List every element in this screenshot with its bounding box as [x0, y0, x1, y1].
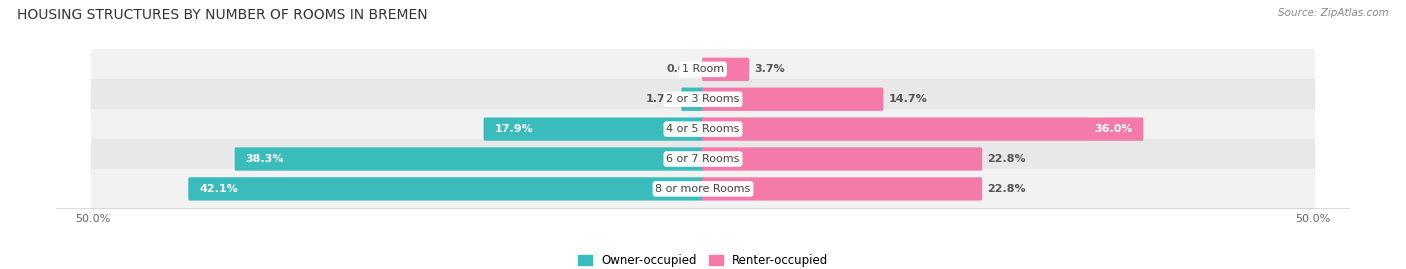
- FancyBboxPatch shape: [91, 109, 1315, 149]
- FancyBboxPatch shape: [702, 118, 1143, 141]
- Text: Source: ZipAtlas.com: Source: ZipAtlas.com: [1278, 8, 1389, 18]
- Text: 1.7%: 1.7%: [645, 94, 676, 104]
- Text: 3.7%: 3.7%: [754, 64, 785, 74]
- FancyBboxPatch shape: [702, 147, 983, 171]
- FancyBboxPatch shape: [235, 147, 704, 171]
- Text: 14.7%: 14.7%: [889, 94, 927, 104]
- Text: 22.8%: 22.8%: [987, 154, 1026, 164]
- Text: 42.1%: 42.1%: [200, 184, 238, 194]
- FancyBboxPatch shape: [91, 169, 1315, 209]
- FancyBboxPatch shape: [682, 88, 704, 111]
- Text: 22.8%: 22.8%: [987, 184, 1026, 194]
- Text: 1 Room: 1 Room: [682, 64, 724, 74]
- FancyBboxPatch shape: [702, 58, 749, 81]
- Text: 8 or more Rooms: 8 or more Rooms: [655, 184, 751, 194]
- Text: 38.3%: 38.3%: [246, 154, 284, 164]
- FancyBboxPatch shape: [91, 79, 1315, 119]
- FancyBboxPatch shape: [188, 177, 704, 201]
- FancyBboxPatch shape: [702, 177, 983, 201]
- FancyBboxPatch shape: [702, 88, 883, 111]
- Text: 2 or 3 Rooms: 2 or 3 Rooms: [666, 94, 740, 104]
- FancyBboxPatch shape: [484, 118, 704, 141]
- Legend: Owner-occupied, Renter-occupied: Owner-occupied, Renter-occupied: [572, 249, 834, 269]
- FancyBboxPatch shape: [91, 49, 1315, 90]
- Text: 4 or 5 Rooms: 4 or 5 Rooms: [666, 124, 740, 134]
- Text: 17.9%: 17.9%: [495, 124, 533, 134]
- Text: 6 or 7 Rooms: 6 or 7 Rooms: [666, 154, 740, 164]
- Text: HOUSING STRUCTURES BY NUMBER OF ROOMS IN BREMEN: HOUSING STRUCTURES BY NUMBER OF ROOMS IN…: [17, 8, 427, 22]
- Text: 36.0%: 36.0%: [1094, 124, 1133, 134]
- FancyBboxPatch shape: [91, 139, 1315, 179]
- Text: 0.0%: 0.0%: [666, 64, 697, 74]
